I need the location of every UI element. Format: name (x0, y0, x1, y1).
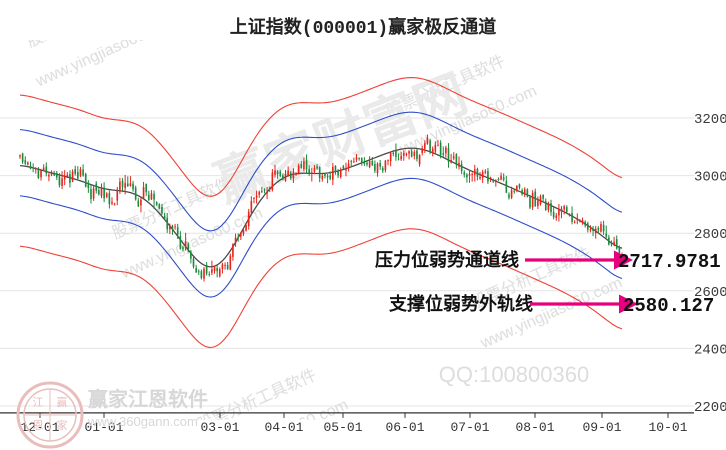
svg-text:赢: 赢 (57, 395, 68, 409)
svg-text:压力位弱势通道线: 压力位弱势通道线 (375, 249, 519, 270)
svg-text:2200: 2200 (694, 400, 726, 416)
svg-text:支撑位弱势外轨线: 支撑位弱势外轨线 (388, 293, 533, 314)
svg-text:2400: 2400 (694, 342, 726, 358)
svg-text:2580.127: 2580.127 (623, 295, 714, 317)
svg-text:06-01: 06-01 (385, 420, 424, 435)
svg-text:10-01: 10-01 (648, 420, 687, 435)
svg-text:09-01: 09-01 (582, 420, 621, 435)
svg-text:QQ:100800360: QQ:100800360 (439, 362, 589, 387)
svg-text:04-01: 04-01 (264, 420, 303, 435)
svg-text:3000: 3000 (694, 170, 726, 186)
svg-text:07-01: 07-01 (450, 420, 489, 435)
svg-text:江: 江 (33, 396, 44, 409)
svg-text:恩: 恩 (33, 419, 44, 432)
svg-text:08-01: 08-01 (515, 420, 554, 435)
svg-text:03-01: 03-01 (200, 420, 239, 435)
svg-text:www.360gann.com: www.360gann.com (87, 414, 198, 429)
svg-text:2717.9781: 2717.9781 (618, 251, 721, 273)
svg-text:3200: 3200 (694, 112, 726, 128)
svg-text:05-01: 05-01 (323, 420, 362, 435)
svg-text:2800: 2800 (694, 227, 726, 243)
svg-text:赢家江恩软件: 赢家江恩软件 (88, 387, 208, 411)
svg-text:家: 家 (57, 418, 68, 432)
